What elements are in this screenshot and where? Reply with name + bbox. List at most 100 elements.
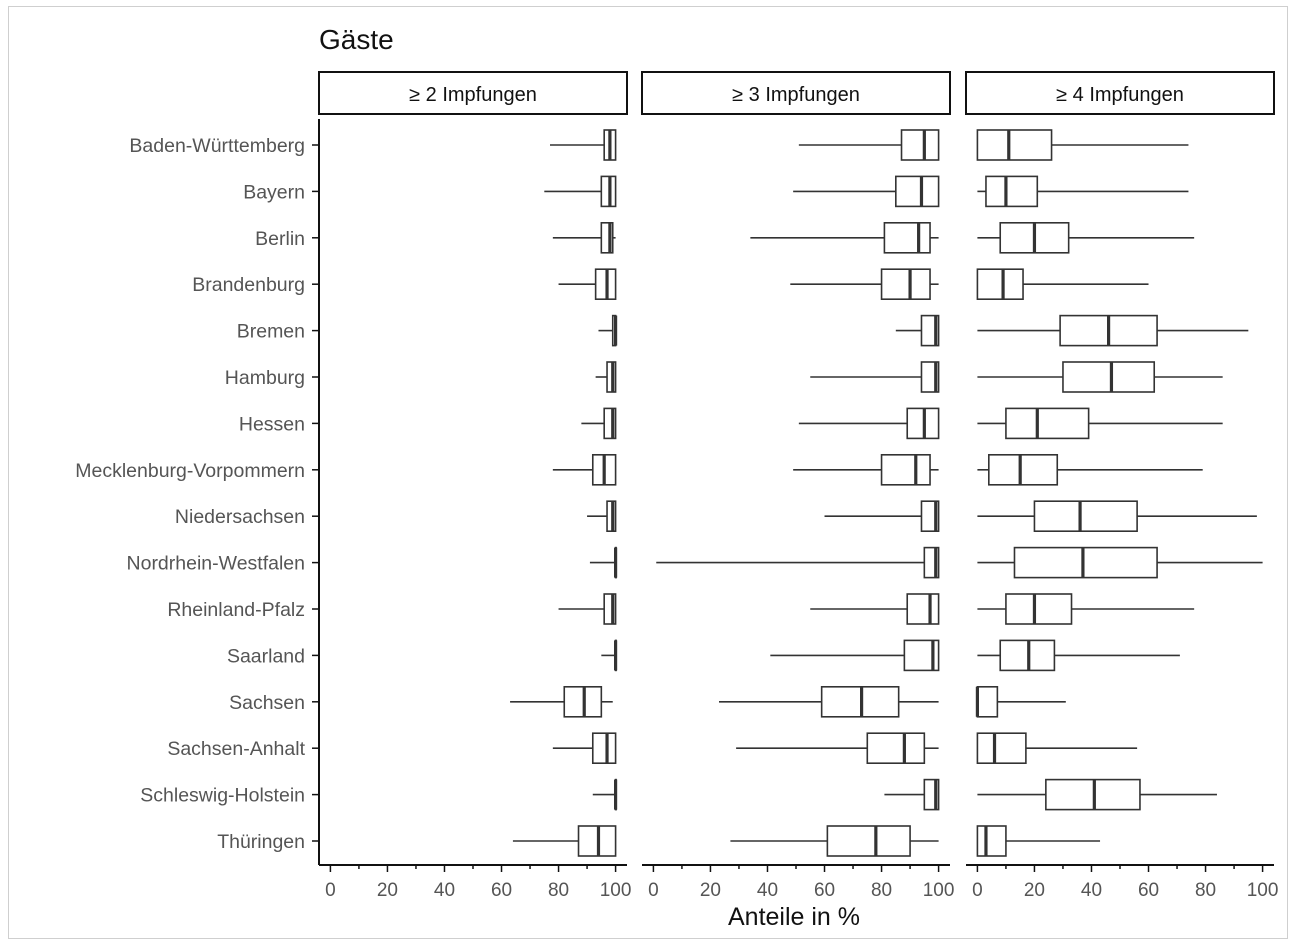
box-3 [750,222,939,254]
box-15 [977,778,1217,811]
strip-box [965,71,1275,115]
strip-label: ≥ 4 Impfungen [1056,84,1184,106]
box-9 [824,500,940,533]
y-tick-label: Sachsen-Anhalt [167,738,305,760]
box-7 [581,407,617,440]
box-5 [598,314,618,347]
iqr-box [603,407,617,440]
box-10 [656,546,940,579]
y-tick-label: Sachsen [229,692,305,714]
panel-1: ≥ 2 Impfungen 0 20 40 60 80 100 [312,71,632,901]
box-15 [592,778,618,811]
box-16 [976,825,1101,857]
box-14 [976,732,1138,765]
box-6 [977,361,1223,393]
box-5 [895,314,940,347]
box-8 [793,453,939,486]
x-tick-label: 80 [871,880,892,901]
iqr-box [603,593,617,625]
y-tick-label: Berlin [255,228,305,250]
iqr-box [988,453,1059,486]
iqr-box [880,453,931,486]
box-1 [976,129,1189,161]
box-4 [558,268,617,301]
strip-box [318,71,628,115]
iqr-box [1062,361,1156,393]
x-tick-label: 80 [548,880,569,901]
box-12 [770,639,940,672]
box-12 [977,639,1180,672]
y-tick-label: Hessen [239,413,305,435]
iqr-box [976,129,1053,161]
box-9 [587,500,617,533]
iqr-box [883,222,931,254]
x-axis-label: Anteile in % [728,903,860,931]
x-tick-label: 80 [1195,880,1216,901]
x-tick-label: 100 [600,880,632,901]
iqr-box [895,175,940,208]
x-tick-label: 20 [700,880,721,901]
x-tick-label: 0 [648,880,659,901]
box-7 [798,407,940,440]
box-2 [977,175,1189,208]
box-3 [977,222,1195,254]
box-16 [512,825,617,857]
y-tick-label: Bremen [237,321,305,343]
x-tick-label: 40 [757,880,778,901]
box-6 [595,361,617,393]
strip-label: ≥ 3 Impfungen [732,84,860,106]
box-3 [552,222,616,254]
iqr-box [976,268,1024,301]
y-tick-label: Mecklenburg-Vorpommern [75,460,305,482]
iqr-box [591,732,617,765]
iqr-box [866,732,926,765]
chart-title: Gäste [319,24,394,55]
x-tick-label: 0 [325,880,336,901]
x-tick-label: 60 [491,880,512,901]
box-2 [544,175,617,208]
panel-3: ≥ 4 Impfungen 0 20 40 60 80 100 [965,71,1279,901]
y-tick-label: Saarland [227,645,305,667]
y-tick-label: Baden-Württemberg [129,135,305,157]
box-6 [810,361,940,393]
boxplot-chart: Gäste Anteile in % ≥ 2 Impfungen 0 20 40 60 8… [75,24,1279,931]
iqr-box [600,222,614,254]
box-10 [977,546,1263,579]
iqr-box [1005,407,1090,440]
y-tick-label: Bayern [243,181,305,203]
x-tick-label: 60 [1138,880,1159,901]
y-tick-label: Nordrhein-Westfalen [127,553,305,575]
iqr-box [906,593,940,625]
box-2 [793,175,940,208]
box-7 [977,407,1223,440]
box-9 [977,500,1257,533]
y-tick-label: Rheinland-Pfalz [167,599,305,621]
box-14 [552,732,617,765]
y-tick-label: Thüringen [217,831,305,853]
iqr-box [1013,546,1158,579]
box-13 [510,685,613,718]
x-tick-label: 40 [1081,880,1102,901]
x-tick-label: 60 [814,880,835,901]
iqr-box [900,129,940,161]
iqr-box [976,685,999,718]
iqr-box [976,732,1027,765]
box-11 [558,593,617,625]
box-10 [589,546,618,579]
y-tick-label: Hamburg [225,367,305,389]
box-15 [884,778,940,811]
iqr-box [1033,500,1138,533]
x-tick-label: 100 [1247,880,1279,901]
iqr-box [985,175,1039,208]
box-14 [736,732,939,765]
iqr-box [880,268,931,301]
box-8 [552,453,617,486]
x-tick-label: 20 [377,880,398,901]
box-13 [975,685,1066,718]
box-1 [798,129,940,161]
panel-2: ≥ 3 Impfungen 0 20 40 60 80 100 [641,71,954,901]
iqr-box [826,825,911,857]
x-tick-label: 20 [1024,880,1045,901]
x-tick-label: 40 [434,880,455,901]
box-13 [719,685,939,718]
